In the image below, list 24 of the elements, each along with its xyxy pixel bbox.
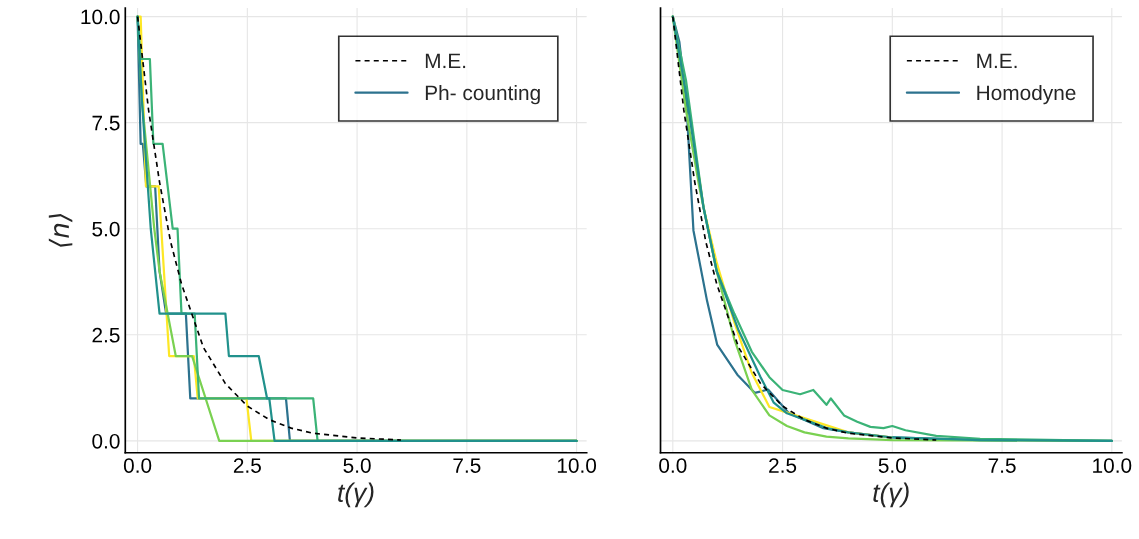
x-tick-label: 2.5 xyxy=(769,458,797,473)
y-tick-label: 0.0 xyxy=(92,433,120,449)
line-series xyxy=(136,15,402,441)
y-tick-label: 2.5 xyxy=(92,327,120,343)
x-tick-label: 7.5 xyxy=(453,458,481,473)
x-axis-title: t(γ) xyxy=(873,482,909,508)
x-tick-label: 10.0 xyxy=(1093,458,1132,473)
x-axis-title: t(γ) xyxy=(338,482,374,508)
x-tick-label: 7.5 xyxy=(988,458,1016,473)
y-tick-label: 5.0 xyxy=(92,221,120,237)
legend-label: M.E. xyxy=(977,53,1017,69)
line-series xyxy=(136,15,578,442)
legend-label: Homodyne xyxy=(977,84,1076,105)
x-tick-label: 5.0 xyxy=(343,458,371,473)
x-tick-label: 0.0 xyxy=(123,458,152,473)
x-tick-label: 0.0 xyxy=(659,458,687,473)
legend-label: Ph- counting xyxy=(425,84,540,105)
x-tick-label: 5.0 xyxy=(878,458,906,473)
y-axis-title: ⟨n⟩ xyxy=(48,214,73,247)
x-tick-label: 10.0 xyxy=(557,458,597,473)
x-tick-label: 2.5 xyxy=(233,458,261,473)
legend-label: M.E. xyxy=(425,53,466,69)
y-tick-label: 7.5 xyxy=(92,115,120,131)
y-tick-label: 10.0 xyxy=(81,9,120,25)
